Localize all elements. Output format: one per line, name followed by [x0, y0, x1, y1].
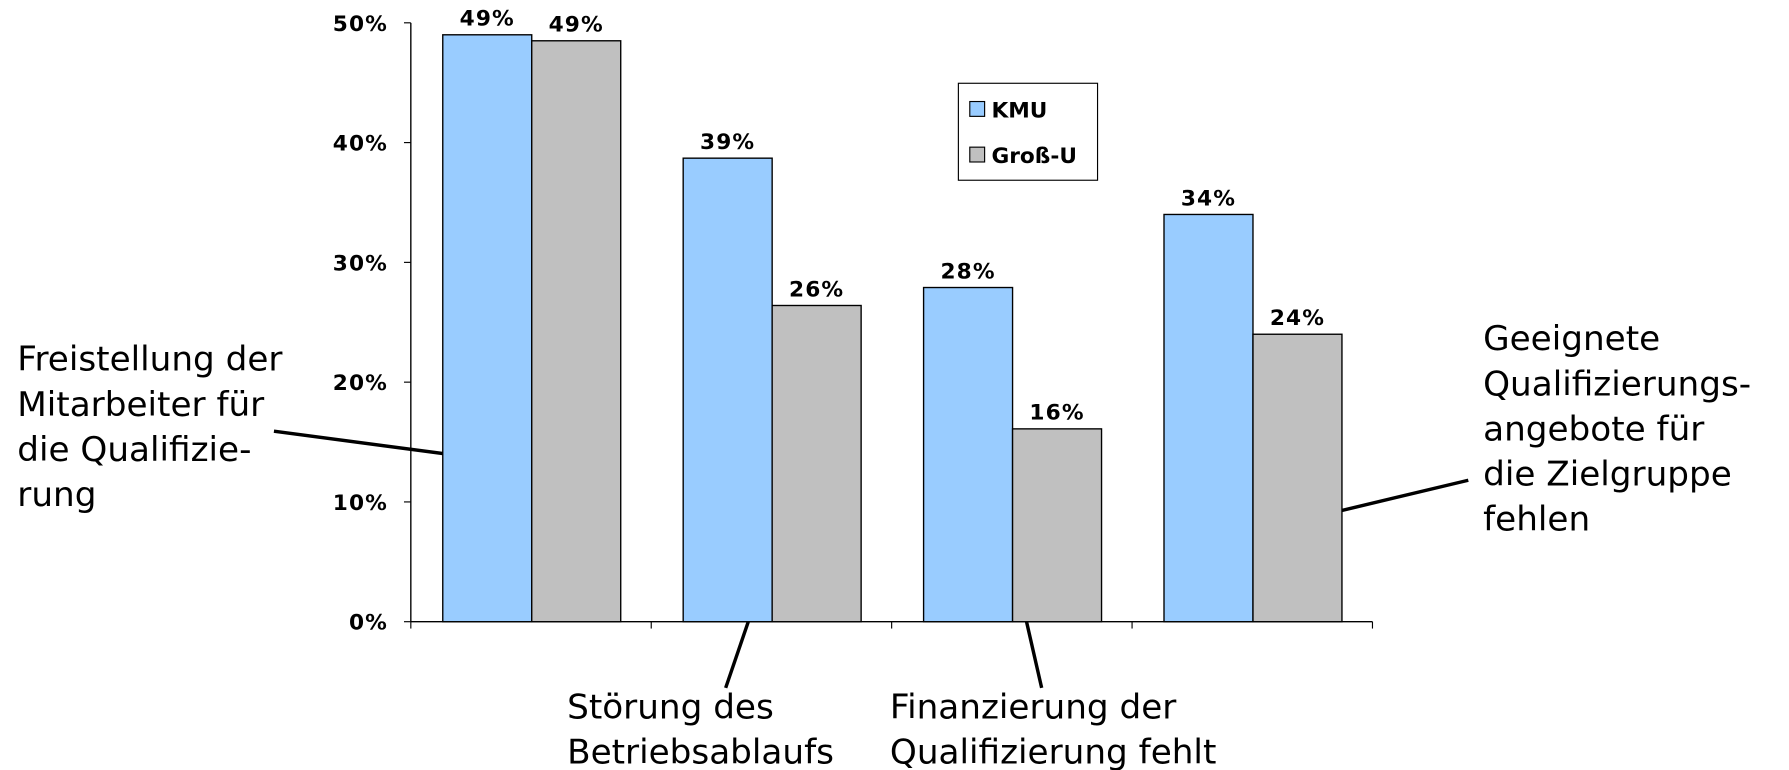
bar: [1252, 333, 1343, 623]
bar: [1011, 428, 1103, 623]
bar: [682, 157, 773, 623]
category-label: Störung des Betriebsablaufs: [567, 688, 834, 770]
category-label: Geeignete Qualifizierungs-angebote für die…: [1483, 319, 1751, 539]
y-tick-label: 20%: [333, 371, 388, 396]
bar: [922, 286, 1014, 623]
bar: [1163, 213, 1254, 623]
bar: [531, 40, 622, 623]
legend-box: [957, 82, 1099, 181]
legend-label: KMU: [991, 98, 1047, 123]
y-tick-label: 50%: [333, 12, 388, 37]
bar: [771, 304, 862, 623]
data-label: 39%: [700, 130, 755, 155]
data-label: 49%: [460, 7, 515, 32]
category-label: Freistellung der Mitarbeiter für die Quali…: [17, 340, 283, 515]
legend-swatch: [969, 100, 986, 117]
data-label: 34%: [1181, 186, 1236, 211]
y-tick-label: 30%: [333, 251, 388, 276]
y-tick-label: 0%: [349, 611, 388, 636]
y-tick-label: 40%: [333, 132, 388, 157]
y-tick-label: 10%: [333, 491, 388, 516]
category-label: Finanzierung der Qualifizierung fehlt: [890, 688, 1216, 770]
data-label: 16%: [1029, 401, 1084, 426]
data-label: 26%: [789, 277, 844, 302]
legend-swatch: [969, 146, 986, 163]
bar: [442, 34, 533, 623]
legend-label: Groß-U: [991, 144, 1076, 169]
data-label: 24%: [1270, 306, 1325, 331]
legend: KMU Groß-U: [957, 82, 1099, 181]
data-label: 49%: [549, 13, 604, 38]
data-label: 28%: [940, 259, 995, 284]
